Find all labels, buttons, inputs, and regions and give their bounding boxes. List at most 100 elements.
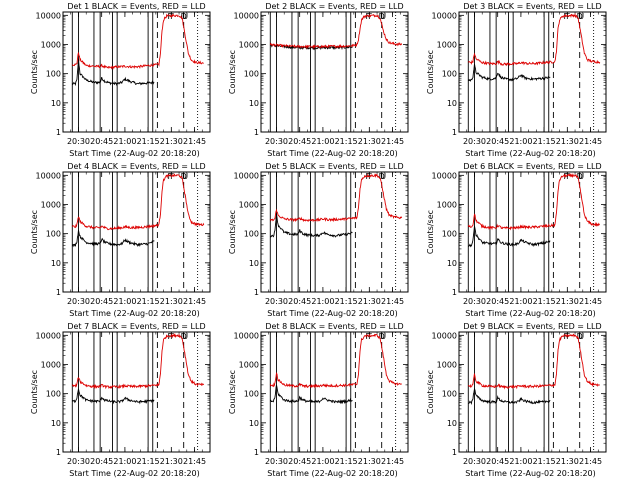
y-tick-label: 100 <box>244 390 259 399</box>
y-tick-label: 1000 <box>41 360 61 369</box>
x-tick-label: 20:30 <box>463 457 486 466</box>
lld-series-line <box>71 13 204 70</box>
marker-label: F <box>167 172 172 181</box>
x-tick-label: 21:00 <box>509 297 532 306</box>
x-tick-label: 21:30 <box>556 137 579 146</box>
y-tick-label: 1000 <box>41 200 61 209</box>
x-tick-label: 20:45 <box>288 297 311 306</box>
x-tick-label: 20:45 <box>288 457 311 466</box>
chart-panel: Det 7 BLACK = Events, RED = LLD Counts/se… <box>30 322 211 478</box>
x-axis-label: Start Time (22-Aug-02 20:18:20) <box>69 149 200 158</box>
y-tick-label: 100 <box>244 70 259 79</box>
x-tick-label: 21:00 <box>311 137 334 146</box>
x-axis-label: Start Time (22-Aug-02 20:18:20) <box>267 469 398 478</box>
marker-label: D <box>577 12 583 21</box>
y-tick-label: 10 <box>447 419 457 428</box>
y-tick-label: 10000 <box>36 171 61 180</box>
lld-series-line <box>269 173 403 223</box>
lld-series-line <box>467 172 600 231</box>
y-tick-label: 10 <box>249 419 259 428</box>
x-tick-label: 20:45 <box>90 297 113 306</box>
lld-series-line <box>467 12 601 67</box>
marker-label: D <box>379 172 385 181</box>
x-tick-label: 21:45 <box>579 297 602 306</box>
y-tick-label: 10000 <box>36 331 61 340</box>
y-tick-label: 10 <box>447 259 457 268</box>
y-axis-label: Counts/sec <box>228 210 237 254</box>
events-series-line <box>71 59 155 87</box>
x-tick-label: 20:30 <box>265 457 288 466</box>
marker-label: T <box>564 172 570 181</box>
y-tick-label: 10 <box>51 259 61 268</box>
x-tick-label: 21:15 <box>137 457 160 466</box>
y-tick-label: 10000 <box>234 11 259 20</box>
x-tick-label: 21:15 <box>137 137 160 146</box>
x-tick-label: 21:00 <box>311 457 334 466</box>
x-tick-label: 21:30 <box>358 457 381 466</box>
marker-label: D <box>379 12 385 21</box>
y-tick-label: 100 <box>244 230 259 239</box>
chart-title: Det 3 BLACK = Events, RED = LLD <box>463 2 601 11</box>
y-tick-label: 1000 <box>239 200 259 209</box>
plot-frame <box>62 331 211 453</box>
plot-frame <box>458 11 607 133</box>
chart-title: Det 6 BLACK = Events, RED = LLD <box>463 162 601 171</box>
events-series-line <box>71 229 155 248</box>
x-axis-label: Start Time (22-Aug-02 20:18:20) <box>465 309 596 318</box>
y-tick-label: 1000 <box>41 40 61 49</box>
chart-title: Det 5 BLACK = Events, RED = LLD <box>265 162 403 171</box>
y-tick-label: 10000 <box>432 171 457 180</box>
plot-frame <box>458 171 607 293</box>
lld-series-line <box>269 13 403 50</box>
x-tick-label: 21:15 <box>533 457 556 466</box>
x-tick-label: 21:45 <box>381 137 404 146</box>
marker-label: D <box>577 172 583 181</box>
y-tick-label: 1000 <box>437 40 457 49</box>
x-tick-label: 21:30 <box>556 297 579 306</box>
y-tick-label: 10 <box>447 99 457 108</box>
chart-panel: Det 1 BLACK = Events, RED = LLD Counts/se… <box>30 2 211 158</box>
marker-label: T <box>564 332 570 341</box>
y-tick-label: 1 <box>452 288 457 297</box>
y-tick-label: 10 <box>51 99 61 108</box>
y-tick-label: 1000 <box>437 360 457 369</box>
events-series-line <box>468 387 551 406</box>
chart-title: Det 1 BLACK = Events, RED = LLD <box>67 2 205 11</box>
y-tick-label: 1 <box>254 288 259 297</box>
x-tick-label: 20:45 <box>90 137 113 146</box>
events-series-line <box>269 213 353 238</box>
y-axis-label: Counts/sec <box>228 50 237 94</box>
chart-panel: Det 8 BLACK = Events, RED = LLD Counts/se… <box>228 322 409 478</box>
marker-label: U <box>380 12 386 21</box>
y-tick-label: 1000 <box>239 40 259 49</box>
marker-label: D <box>181 12 187 21</box>
x-tick-label: 20:30 <box>265 297 288 306</box>
x-tick-label: 20:45 <box>486 297 509 306</box>
chart-title: Det 8 BLACK = Events, RED = LLD <box>265 322 403 331</box>
x-axis-label: Start Time (22-Aug-02 20:18:20) <box>69 469 200 478</box>
events-series-line <box>71 388 155 405</box>
x-tick-label: 21:30 <box>160 137 183 146</box>
chart-panel: Det 2 BLACK = Events, RED = LLD Counts/se… <box>228 2 409 158</box>
x-tick-label: 21:45 <box>183 457 206 466</box>
x-tick-label: 21:45 <box>579 457 602 466</box>
plot-frame <box>260 11 409 133</box>
x-axis-label: Start Time (22-Aug-02 20:18:20) <box>465 469 596 478</box>
x-tick-label: 21:00 <box>311 297 334 306</box>
x-tick-label: 21:30 <box>160 457 183 466</box>
marker-label: D <box>577 332 583 341</box>
chart-panel: Det 3 BLACK = Events, RED = LLD Counts/se… <box>426 2 607 158</box>
plot-frame <box>260 331 409 453</box>
marker-label: U <box>182 332 188 341</box>
plot-frame <box>458 331 607 453</box>
y-tick-label: 10000 <box>432 331 457 340</box>
x-tick-label: 20:30 <box>463 137 486 146</box>
y-tick-label: 100 <box>442 230 457 239</box>
x-axis-label: Start Time (22-Aug-02 20:18:20) <box>267 149 398 158</box>
lld-series-line <box>71 332 205 390</box>
x-tick-label: 20:45 <box>288 137 311 146</box>
marker-label: U <box>182 172 188 181</box>
marker-label: U <box>578 332 584 341</box>
x-tick-label: 20:30 <box>463 297 486 306</box>
y-tick-label: 100 <box>46 390 61 399</box>
